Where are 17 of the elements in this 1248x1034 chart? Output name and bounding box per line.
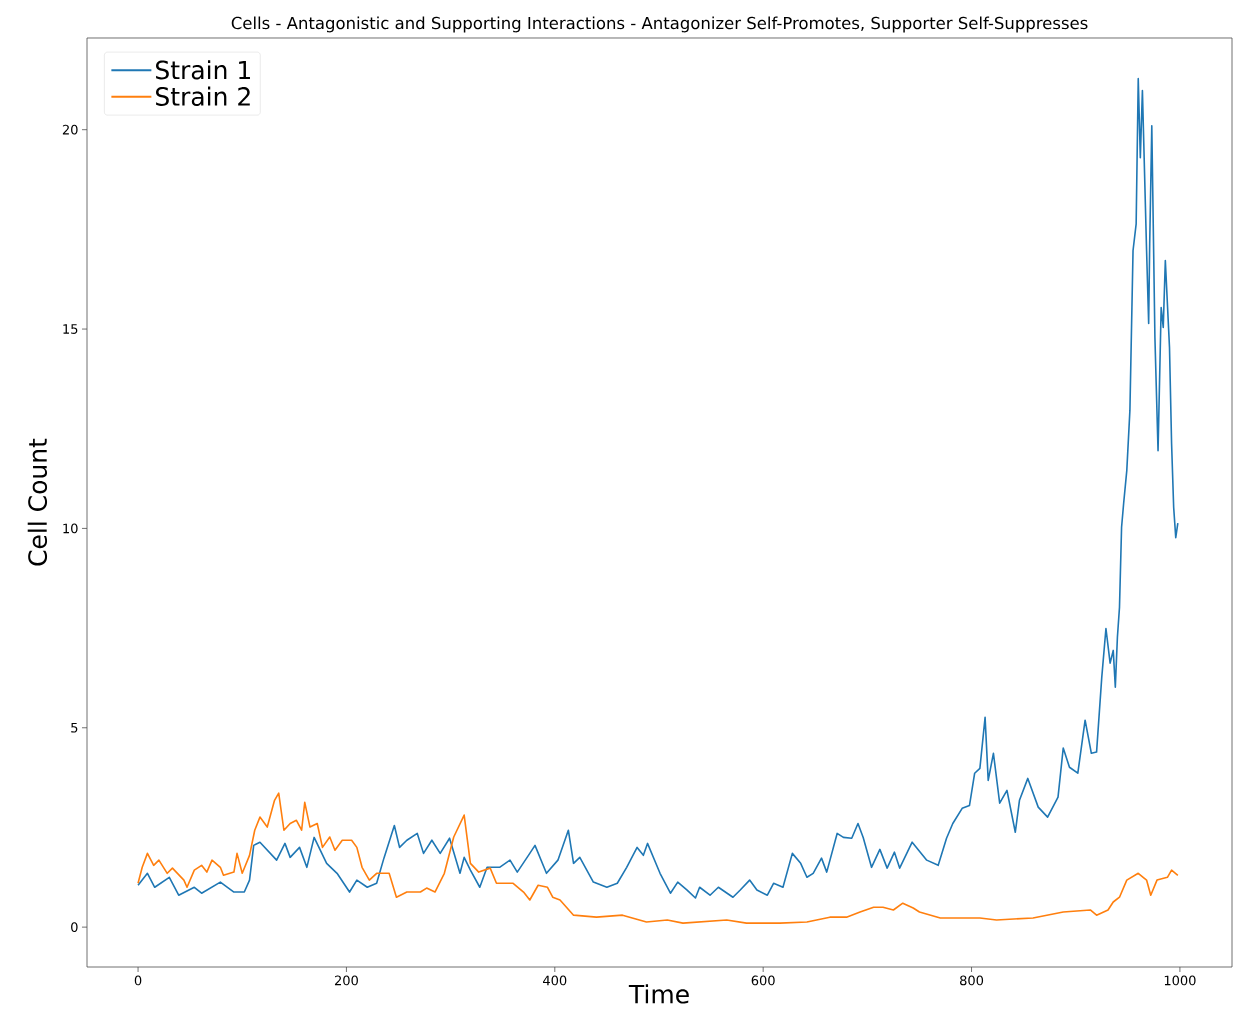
x-tick-label: 0 [134,975,142,986]
x-axis-title: Time [628,984,689,1004]
y-tick-label: 15 [63,324,78,334]
chart-title: Cells - Antagonistic and Supporting Interactions - Antagonizer Self-Promotes, Supporter Self-Suppresses [231,16,1088,33]
y-tick-label: 10 [63,523,78,534]
x-tick-label: 800 [960,975,984,986]
y-tick-label: 20 [62,124,78,135]
x-tick-label: 1000 [1164,975,1196,986]
legend-label: Strain 1 [156,60,250,80]
line-series [137,792,1179,924]
y-axis-title: Cell Count [27,438,48,566]
legend-label: Strain 2 [156,86,250,106]
y-tick-label: 5 [71,722,78,733]
x-tick-label: 200 [334,975,358,986]
x-tick-label: 400 [543,975,567,986]
y-tick-label: 0 [71,922,78,933]
x-tick-label: 600 [751,975,775,986]
